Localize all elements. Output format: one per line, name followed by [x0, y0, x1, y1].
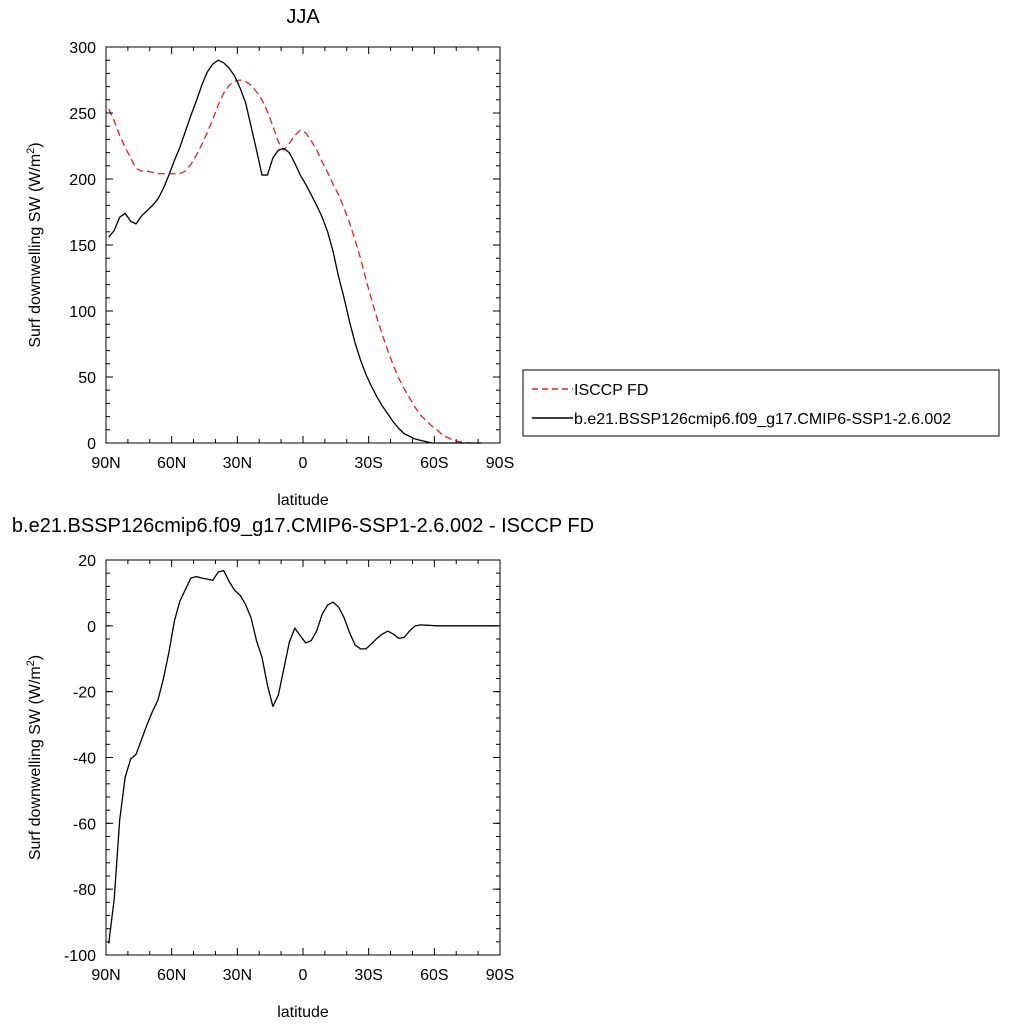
- legend-label-model: b.e21.BSSP126cmip6.f09_g17.CMIP6-SSP1-2.…: [574, 411, 951, 428]
- legend-box: [522, 369, 1000, 437]
- y-axis-label: Surf downwelling SW (W/m2): [25, 655, 44, 860]
- y-tick-label: -100: [64, 948, 96, 965]
- y-tick-label: 20: [78, 553, 96, 570]
- y-tick-label: 0: [87, 619, 96, 636]
- x-tick-label: 60N: [157, 967, 186, 984]
- x-tick-label: 0: [299, 967, 308, 984]
- x-tick-label: 90S: [486, 967, 514, 984]
- plot-frame: [105, 46, 501, 444]
- legend-label-isccp: ISCCP FD: [574, 382, 648, 399]
- x-tick-label: 90N: [91, 967, 120, 984]
- y-axis-label: Surf downwelling SW (W/m2): [25, 142, 44, 347]
- x-tick-label: 90N: [91, 455, 120, 472]
- plot-frame: [105, 559, 501, 956]
- y-tick-label: 100: [69, 304, 96, 321]
- y-tick-label: 50: [78, 370, 96, 387]
- y-tick-label: 0: [87, 436, 96, 453]
- x-axis-label: latitude: [277, 492, 329, 509]
- x-tick-label: 90S: [486, 455, 514, 472]
- x-tick-label: 30S: [354, 967, 382, 984]
- y-tick-label: -80: [73, 882, 96, 899]
- difference-line: [108, 569, 498, 944]
- y-tick-label: 150: [69, 238, 96, 255]
- y-tick-label: 200: [69, 172, 96, 189]
- chart-title-top: JJA: [286, 6, 320, 28]
- x-tick-label: 30N: [223, 455, 252, 472]
- y-tick-label: -60: [73, 816, 96, 833]
- series-line-model: [108, 59, 481, 444]
- y-tick-label: 250: [69, 106, 96, 123]
- x-tick-label: 60S: [420, 967, 448, 984]
- legend: ISCCP FD b.e21.BSSP126cmip6.f09_g17.CMIP…: [522, 369, 1000, 437]
- y-tick-label: 300: [69, 40, 96, 57]
- series-line-isccp: [108, 79, 481, 444]
- top-plot: 90N 60N 30N 0 30S 60S 90S 0 50 100 150 200 250 300 lat…: [25, 40, 514, 509]
- x-tick-label: 60S: [420, 455, 448, 472]
- bottom-plot: 90N 60N 30N 0 30S 60S 90S -100 -80 -60 -40 -20 0 20 la…: [25, 553, 514, 1021]
- y-tick-label: -40: [73, 751, 96, 768]
- x-tick-label: 0: [299, 455, 308, 472]
- x-axis-label: latitude: [277, 1004, 329, 1021]
- x-tick-label: 30S: [354, 455, 382, 472]
- x-tick-label: 30N: [223, 967, 252, 984]
- chart-title-bottom: b.e21.BSSP126cmip6.f09_g17.CMIP6-SSP1-2.…: [12, 515, 594, 537]
- y-tick-label: -20: [73, 685, 96, 702]
- x-tick-label: 60N: [157, 455, 186, 472]
